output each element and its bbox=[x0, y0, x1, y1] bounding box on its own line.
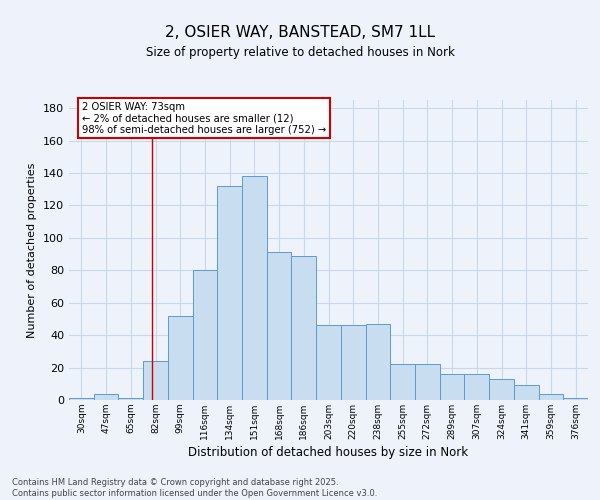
Bar bbox=[415, 364, 440, 400]
Text: 2, OSIER WAY, BANSTEAD, SM7 1LL: 2, OSIER WAY, BANSTEAD, SM7 1LL bbox=[165, 25, 435, 40]
Bar bbox=[168, 316, 193, 400]
Text: 2 OSIER WAY: 73sqm
← 2% of detached houses are smaller (12)
98% of semi-detached: 2 OSIER WAY: 73sqm ← 2% of detached hous… bbox=[82, 102, 326, 134]
Bar bbox=[292, 256, 316, 400]
Bar bbox=[563, 398, 588, 400]
Bar bbox=[390, 364, 415, 400]
Bar bbox=[193, 270, 217, 400]
Bar bbox=[69, 398, 94, 400]
Bar bbox=[143, 361, 168, 400]
X-axis label: Distribution of detached houses by size in Nork: Distribution of detached houses by size … bbox=[188, 446, 469, 459]
Bar bbox=[94, 394, 118, 400]
Bar bbox=[464, 374, 489, 400]
Bar bbox=[316, 326, 341, 400]
Text: Size of property relative to detached houses in Nork: Size of property relative to detached ho… bbox=[146, 46, 454, 59]
Bar bbox=[217, 186, 242, 400]
Bar bbox=[242, 176, 267, 400]
Bar bbox=[341, 326, 365, 400]
Bar bbox=[489, 379, 514, 400]
Text: Contains HM Land Registry data © Crown copyright and database right 2025.
Contai: Contains HM Land Registry data © Crown c… bbox=[12, 478, 377, 498]
Bar bbox=[267, 252, 292, 400]
Bar bbox=[118, 398, 143, 400]
Bar bbox=[539, 394, 563, 400]
Bar bbox=[440, 374, 464, 400]
Bar bbox=[514, 386, 539, 400]
Bar bbox=[365, 324, 390, 400]
Y-axis label: Number of detached properties: Number of detached properties bbox=[28, 162, 37, 338]
